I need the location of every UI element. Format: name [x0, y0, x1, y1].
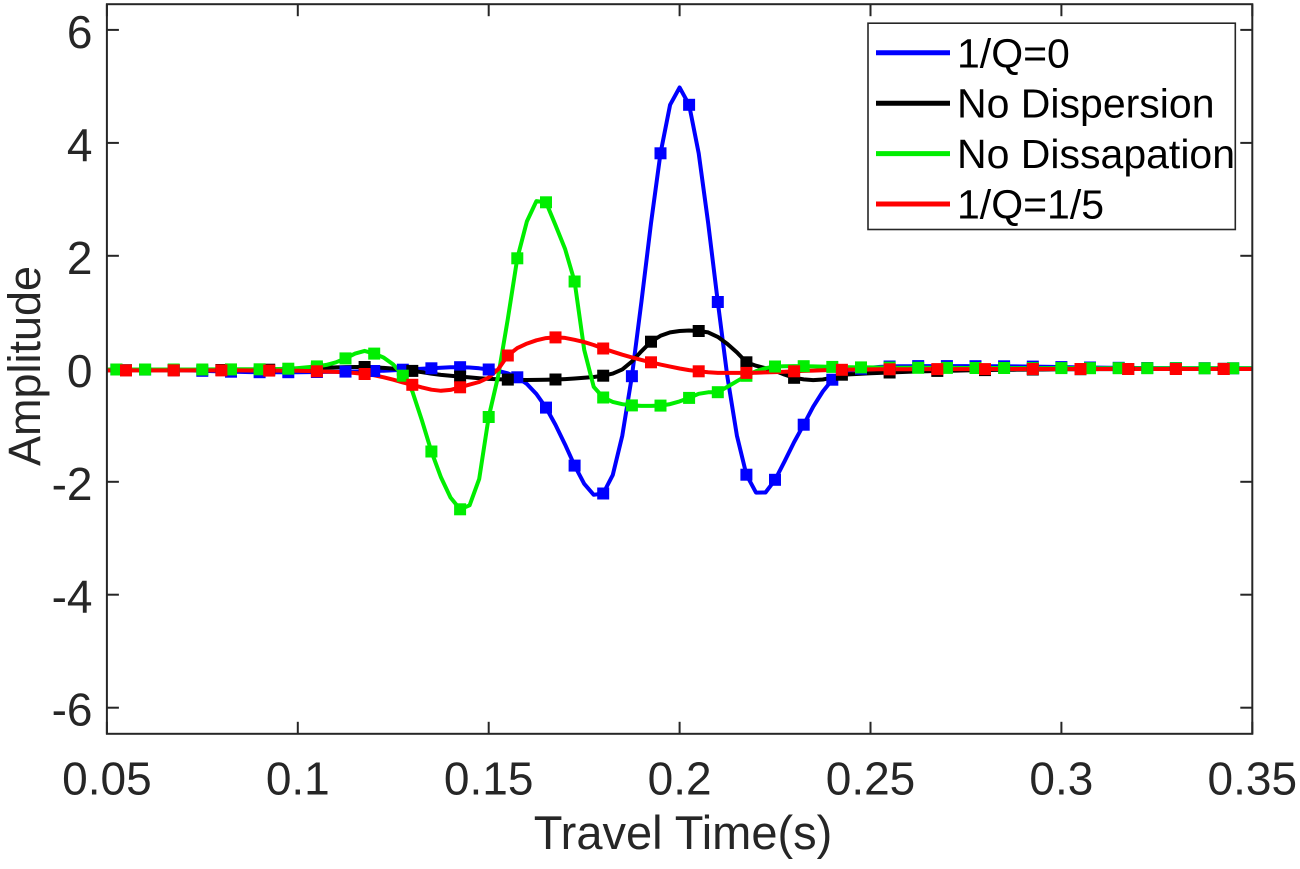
- svg-text:1/Q=1/5: 1/Q=1/5: [957, 182, 1104, 228]
- svg-text:6: 6: [67, 6, 93, 58]
- svg-text:0.15: 0.15: [444, 753, 534, 805]
- svg-text:0.25: 0.25: [826, 753, 916, 805]
- svg-text:-2: -2: [52, 458, 93, 510]
- svg-text:-6: -6: [52, 684, 93, 736]
- svg-text:No Dispersion: No Dispersion: [957, 81, 1215, 127]
- svg-text:0.2: 0.2: [648, 753, 712, 805]
- svg-text:-4: -4: [52, 571, 93, 623]
- svg-text:1/Q=0: 1/Q=0: [957, 30, 1070, 76]
- svg-text:No Dissapation: No Dissapation: [957, 131, 1235, 177]
- svg-text:4: 4: [67, 119, 93, 171]
- svg-text:Travel Time(s): Travel Time(s): [534, 806, 833, 859]
- svg-text:0.35: 0.35: [1208, 753, 1298, 805]
- svg-text:Amplitude: Amplitude: [0, 266, 50, 466]
- svg-text:0: 0: [67, 345, 93, 397]
- svg-text:0.1: 0.1: [266, 753, 330, 805]
- svg-text:0.3: 0.3: [1029, 753, 1093, 805]
- svg-text:0.05: 0.05: [62, 753, 152, 805]
- svg-text:2: 2: [67, 232, 93, 284]
